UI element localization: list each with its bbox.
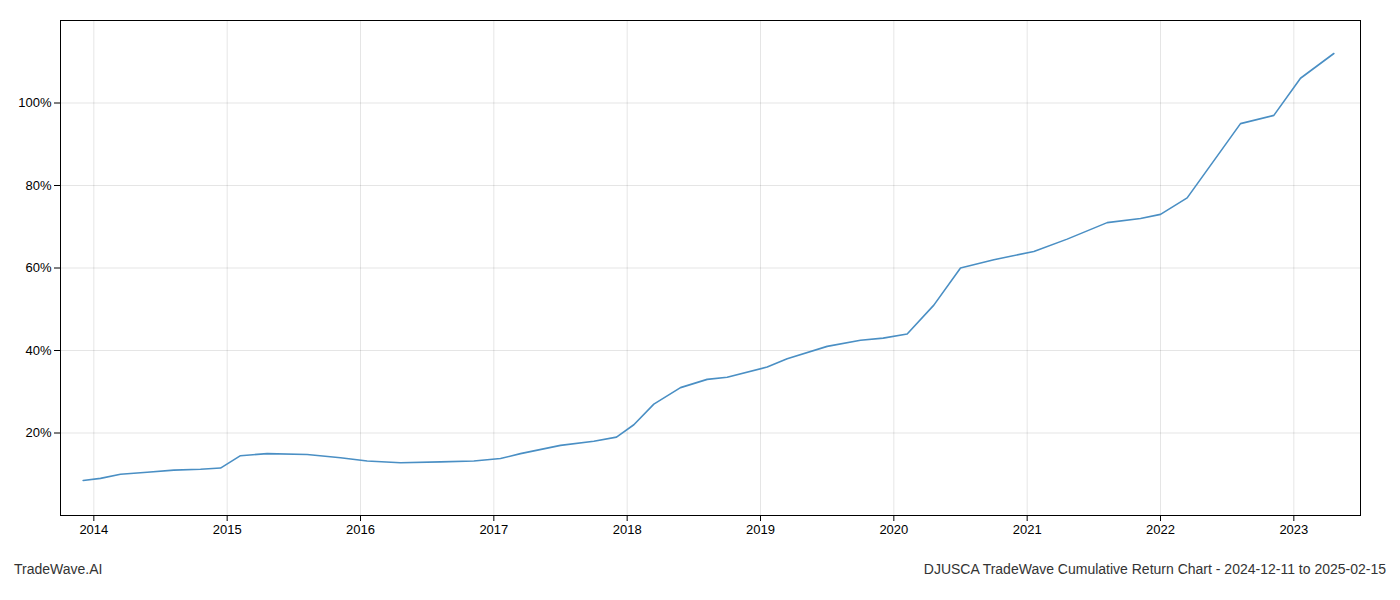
svg-text:2019: 2019 (746, 522, 775, 537)
svg-text:100%: 100% (18, 95, 52, 110)
svg-text:2020: 2020 (879, 522, 908, 537)
svg-text:20%: 20% (25, 425, 51, 440)
svg-text:2022: 2022 (1146, 522, 1175, 537)
html-text:TradeWave.AI: TradeWave.AI (14, 561, 103, 577)
html-text:DJUSCA TradeWave Cumulative Re: DJUSCA TradeWave Cumulative Return Chart… (923, 561, 1386, 577)
svg-text:2018: 2018 (613, 522, 642, 537)
svg-text:2016: 2016 (346, 522, 375, 537)
svg-text:2023: 2023 (1279, 522, 1308, 537)
svg-text:2015: 2015 (213, 522, 242, 537)
svg-text:40%: 40% (25, 343, 51, 358)
svg-text:2021: 2021 (1013, 522, 1042, 537)
svg-text:60%: 60% (25, 260, 51, 275)
svg-text:80%: 80% (25, 178, 51, 193)
svg-text:2014: 2014 (79, 522, 108, 537)
svg-text:2017: 2017 (479, 522, 508, 537)
